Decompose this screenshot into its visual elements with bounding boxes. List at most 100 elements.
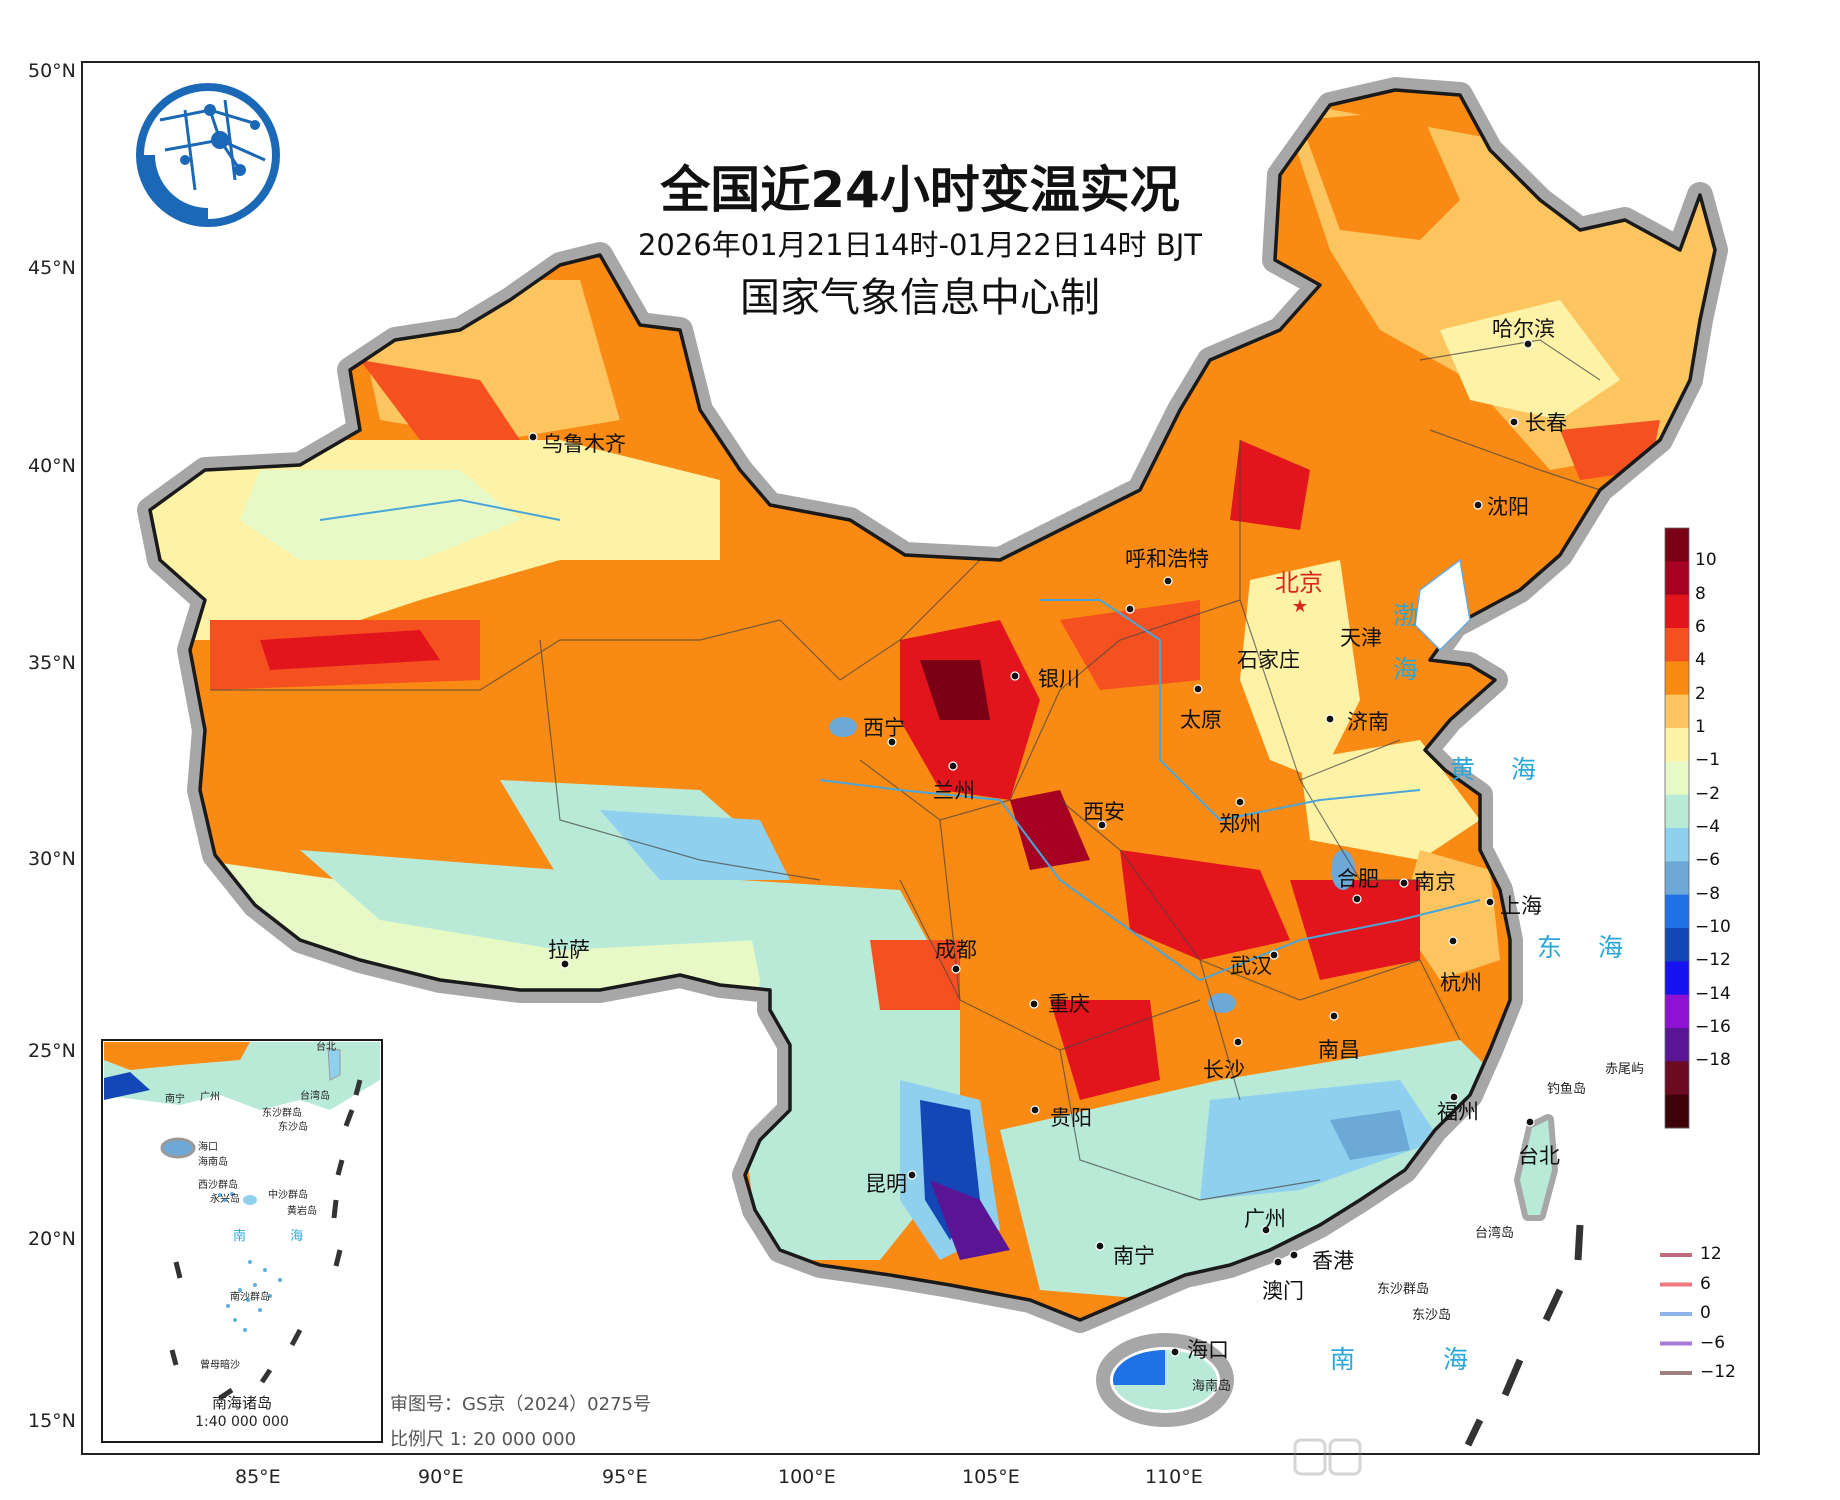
city-guangzhou: 广州 (1244, 1207, 1286, 1231)
legend-swatch (1665, 861, 1689, 896)
city-zhengzhou: 郑州 (1219, 812, 1261, 836)
sea-bohai-1: 渤 (1393, 601, 1419, 630)
hainan-field (1113, 1350, 1217, 1410)
legend-label: 4 (1695, 650, 1706, 671)
inset-taipei: 台北 (316, 1042, 336, 1053)
inset-nansha-group: 南沙群岛 (230, 1292, 270, 1303)
inset-map (104, 1042, 380, 1401)
inset-sea: 南 海 (233, 1229, 324, 1244)
legend-swatch (1665, 1028, 1689, 1062)
city-dot (1029, 999, 1039, 1009)
map-period: 2026年01月21日14时-01月22日14时 BJT (637, 228, 1203, 262)
isoline-legend (1660, 1253, 1692, 1375)
isoline-label: 6 (1700, 1273, 1711, 1294)
city-markers: ★ (528, 339, 1535, 1357)
city-hohhot: 呼和浩特 (1125, 547, 1209, 571)
inset-taiwan: 台湾岛 (300, 1091, 330, 1102)
city-dot (948, 761, 958, 771)
city-dot (1170, 1347, 1180, 1357)
city-dot (1235, 797, 1245, 807)
lon-label-110: 110°E (1145, 1466, 1203, 1488)
city-dot (887, 737, 897, 747)
city-taipei: 台北 (1518, 1144, 1560, 1168)
city-wuhan: 武汉 (1230, 954, 1272, 978)
rivers (319, 498, 1481, 982)
city-dot (1030, 1105, 1040, 1115)
lat-label-25: 25°N (28, 1040, 76, 1062)
legend-label: −10 (1695, 917, 1731, 937)
city-dot (1509, 417, 1519, 427)
legend-swatch (1665, 1094, 1689, 1129)
capital-star-icon: ★ (1292, 596, 1308, 617)
inset-yongxing: 永兴岛 (210, 1194, 240, 1205)
city-chengdu: 成都 (935, 938, 977, 962)
legend-label: −4 (1695, 817, 1721, 837)
legend-swatch (1665, 661, 1689, 696)
inset-haikou: 海口 (198, 1142, 218, 1153)
inset-guangzhou: 广州 (200, 1092, 220, 1103)
legend-swatch (1665, 761, 1689, 796)
legend-label: −14 (1695, 983, 1731, 1004)
legend-swatch (1665, 928, 1689, 962)
inset-hainan: 海南岛 (198, 1157, 228, 1168)
city-hongkong: 香港 (1312, 1249, 1354, 1273)
city-haikou: 海口 (1187, 1338, 1229, 1362)
lat-label-35: 35°N (28, 652, 76, 674)
lon-label-90: 90°E (418, 1466, 464, 1488)
map-scale: 比例尺 1: 20 000 000 (390, 1429, 577, 1450)
sea-south: 南 海 (1330, 1345, 1508, 1374)
city-shenyang: 沈阳 (1487, 495, 1529, 519)
legend-label: 6 (1695, 617, 1706, 637)
isoline-label: 12 (1700, 1244, 1722, 1264)
city-xian: 西安 (1083, 800, 1125, 824)
legend-swatch (1665, 561, 1689, 596)
city-dot (951, 964, 961, 974)
legend-swatch (1665, 528, 1689, 562)
lat-label-45: 45°N (28, 257, 76, 279)
lon-label-85: 85°E (235, 1466, 281, 1488)
legend-label: 8 (1695, 583, 1706, 604)
isoline-label: 0 (1700, 1303, 1711, 1323)
city-dot (1329, 1011, 1339, 1021)
city-dot (528, 432, 538, 442)
lat-label-50: 50°N (28, 60, 76, 82)
city-dot (1233, 1037, 1243, 1047)
isoline-label: −12 (1700, 1362, 1736, 1382)
inset-zengmu: 曾母暗沙 (200, 1360, 240, 1371)
city-tianjin: 天津 (1340, 626, 1382, 650)
city-dot (1273, 1257, 1283, 1267)
city-dot (1095, 1241, 1105, 1251)
inset-huangyan: 黄岩岛 (287, 1206, 317, 1217)
inset-scale: 1:40 000 000 (195, 1414, 289, 1430)
city-dot (1449, 1092, 1459, 1102)
sea-bohai-2: 海 (1393, 655, 1419, 684)
city-harbin: 哈尔滨 (1492, 317, 1555, 341)
city-dot (1261, 1225, 1271, 1235)
nine-dash-line (1464, 1224, 1584, 1447)
city-taiyuan: 太原 (1180, 708, 1222, 732)
island-diaoyu: 钓鱼岛 (1547, 1082, 1587, 1097)
lat-label-20: 20°N (28, 1228, 76, 1250)
city-lhasa: 拉萨 (548, 938, 590, 962)
city-nanchang: 南昌 (1318, 1038, 1360, 1062)
lat-label-40: 40°N (28, 455, 76, 477)
legend-swatch (1665, 794, 1689, 829)
legend-label: −8 (1695, 883, 1721, 904)
legend-label: −12 (1695, 950, 1731, 971)
city-shanghai: 上海 (1500, 894, 1542, 918)
lat-label-15: 15°N (28, 1410, 76, 1432)
legend-swatch (1665, 594, 1689, 629)
city-dot (1325, 714, 1335, 724)
city-lanzhou: 兰州 (933, 779, 975, 803)
cma-logo (136, 83, 280, 227)
island-dongsha-group: 东沙群岛 (1377, 1282, 1430, 1297)
bohai-water (1414, 558, 1471, 652)
watermark (1293, 1438, 1362, 1476)
inset-frame (101, 1039, 383, 1443)
legend-label: −6 (1695, 850, 1721, 871)
city-yinchuan: 银川 (1038, 667, 1080, 691)
city-dot (1473, 500, 1483, 510)
inset-zhongsha-group: 中沙群岛 (268, 1190, 308, 1201)
isoline-label: −6 (1700, 1332, 1726, 1353)
city-dot (1269, 950, 1279, 960)
